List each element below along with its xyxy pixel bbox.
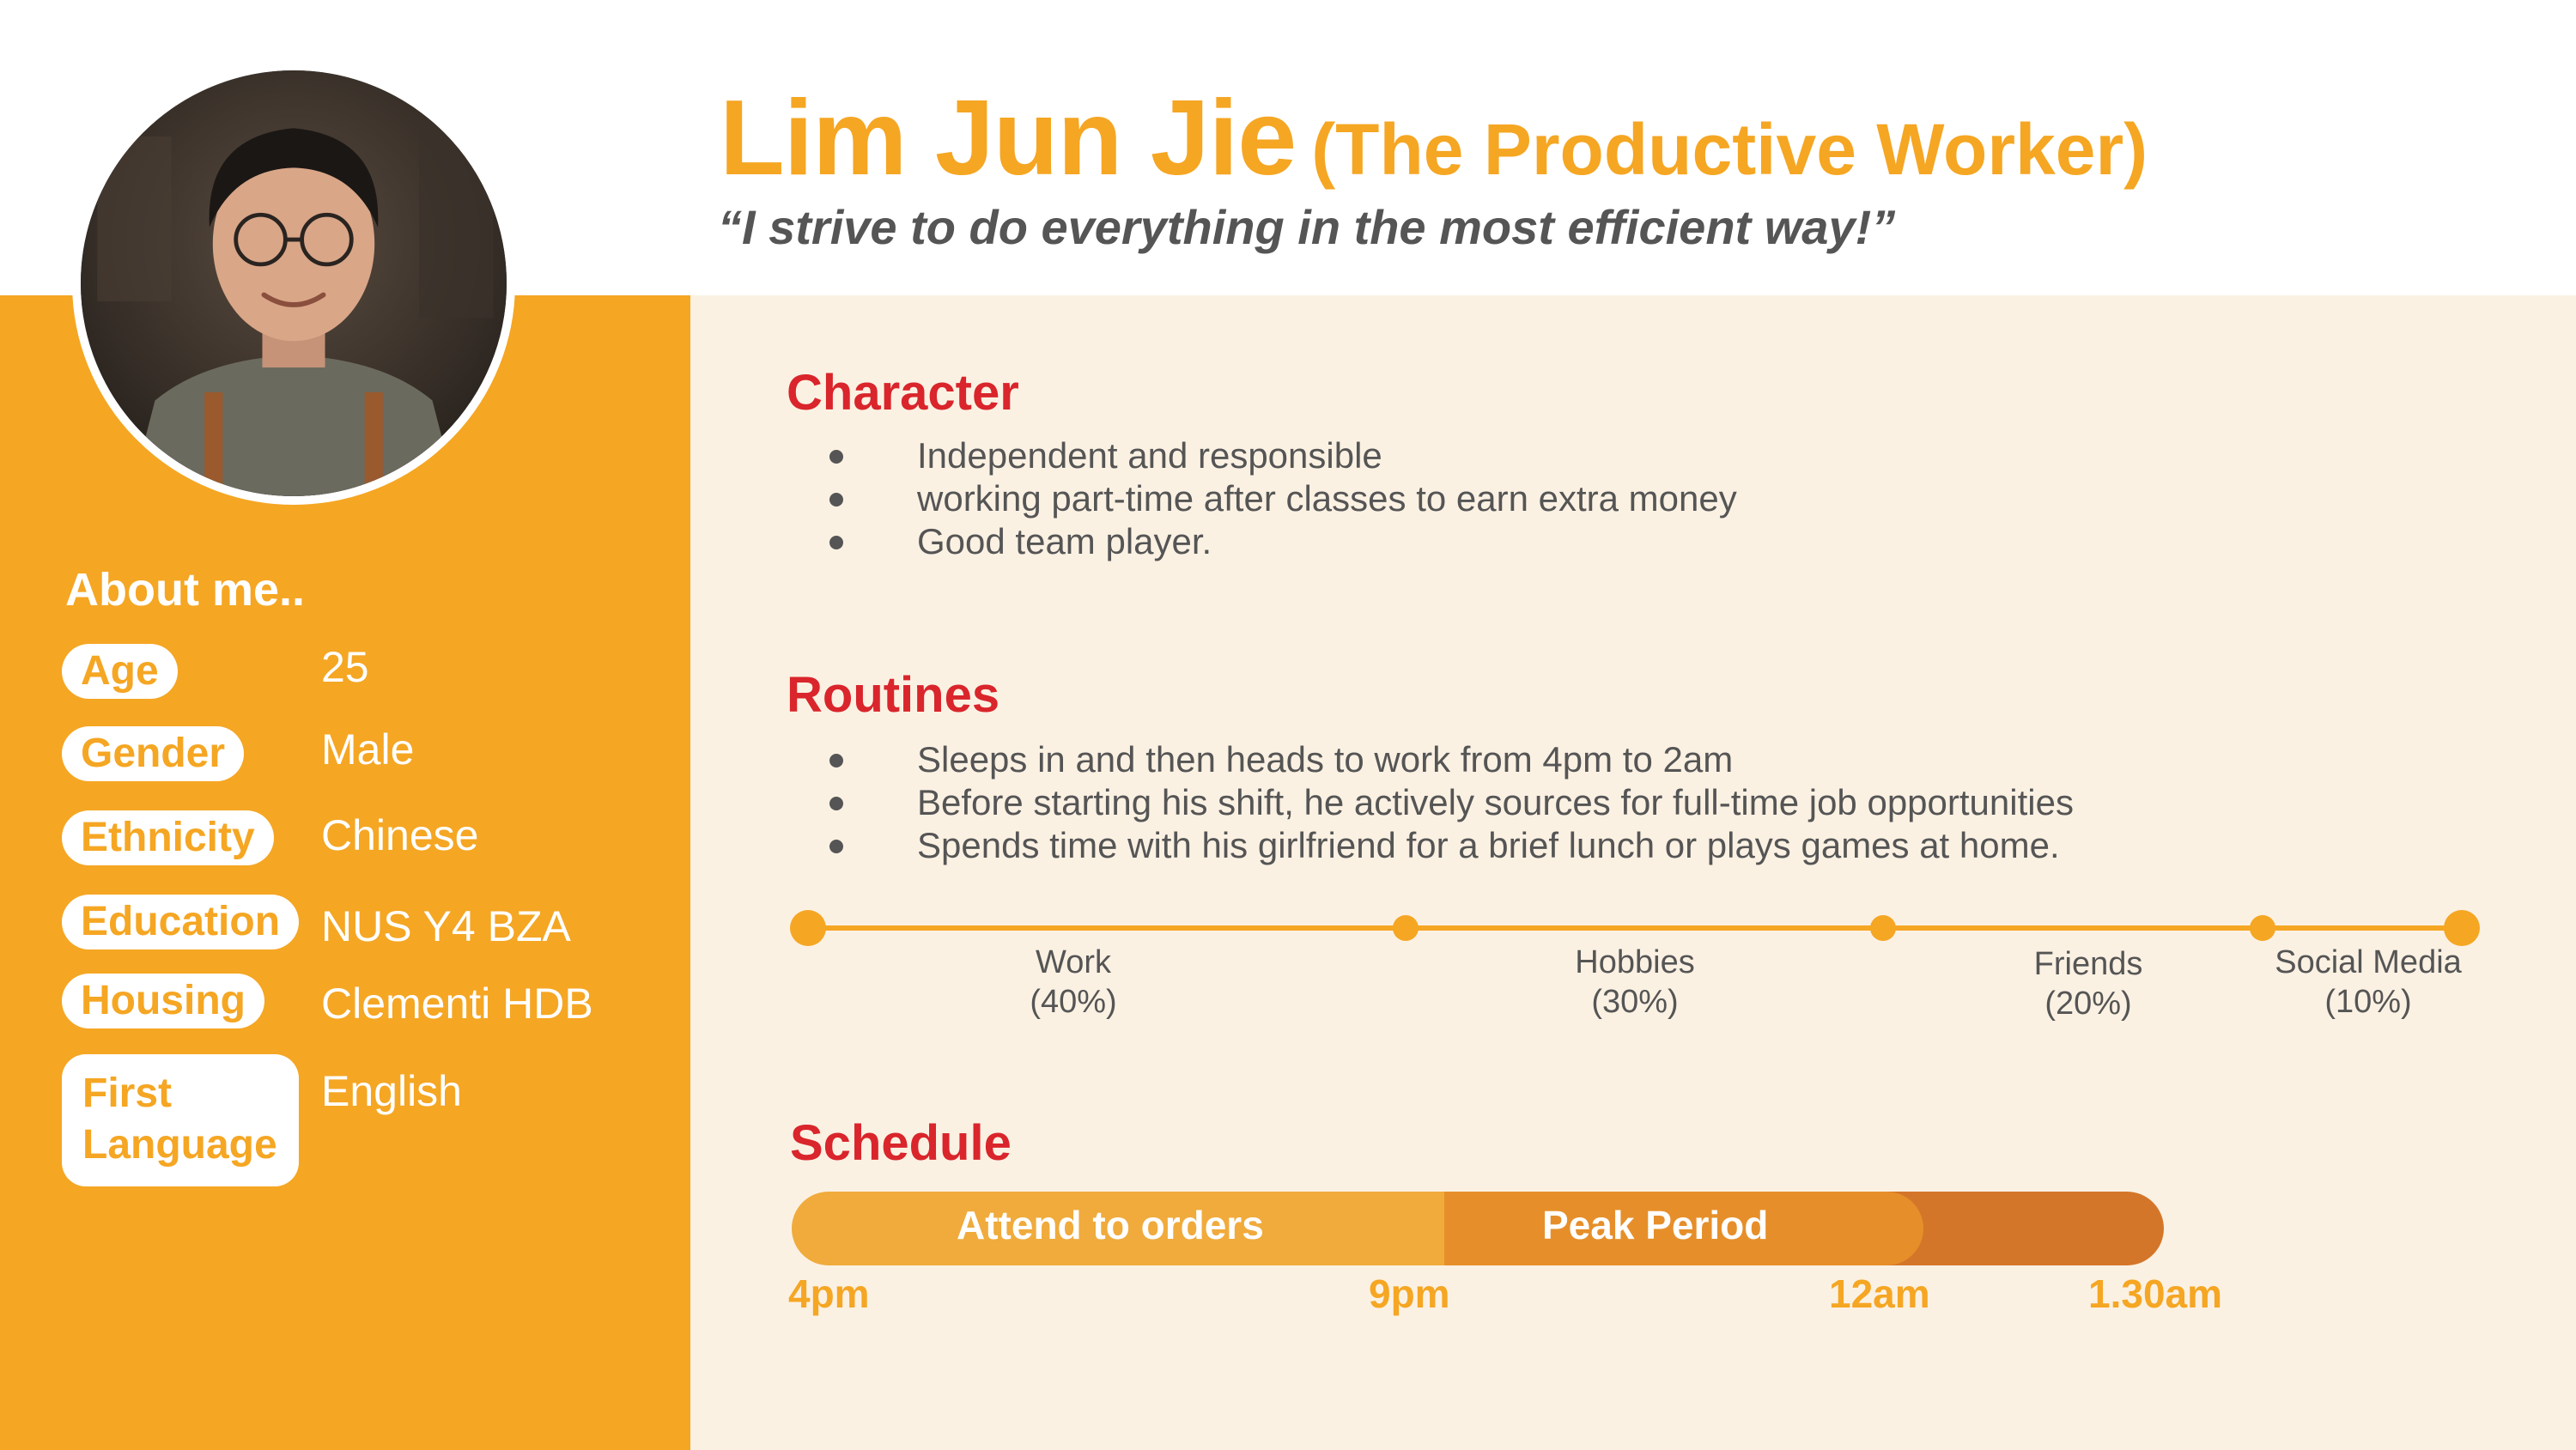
- persona-quote: “I strive to do everything in the most e…: [718, 200, 1896, 254]
- character-list: Independent and responsible working part…: [829, 434, 1737, 563]
- person-photo-icon: [81, 70, 507, 496]
- about-heading: About me..: [65, 564, 305, 616]
- education-tag: Education: [62, 895, 300, 949]
- routines-list: Sleeps in and then heads to work from 4p…: [829, 738, 2074, 867]
- timeline-node-end: [2444, 910, 2480, 946]
- first-language-value: English: [321, 1067, 462, 1115]
- list-item: Good team player.: [829, 520, 1737, 563]
- schedule-heading: Schedule: [790, 1115, 1012, 1171]
- bullet-dot-icon: [829, 797, 843, 810]
- schedule-label-peak: Peak Period: [1542, 1203, 1769, 1247]
- schedule-label-orders: Attend to orders: [957, 1203, 1264, 1247]
- gender-value: Male: [321, 725, 415, 774]
- schedule-time-start: 4pm: [788, 1271, 870, 1316]
- education-value: NUS Y4 BZA: [321, 902, 571, 950]
- page-title: Lim Jun Jie (The Productive Worker): [720, 77, 2148, 199]
- list-item: working part-time after classes to earn …: [829, 477, 1737, 520]
- bullet-dot-icon: [829, 754, 843, 767]
- list-item: Spends time with his girlfriend for a br…: [829, 824, 2074, 867]
- schedule-time: 9pm: [1369, 1271, 1450, 1316]
- housing-value: Clementi HDB: [321, 980, 593, 1028]
- timeline-label-social-media: Social Media (10%): [2275, 944, 2462, 1020]
- bullet-dot-icon: [829, 840, 843, 853]
- schedule-time: 12am: [1829, 1271, 1930, 1316]
- ethnicity-value: Chinese: [321, 811, 479, 859]
- gender-tag: Gender: [62, 726, 245, 781]
- list-item: Independent and responsible: [829, 434, 1737, 477]
- timeline-node: [2250, 915, 2275, 941]
- timeline-label-work: Work (40%): [1030, 944, 1117, 1020]
- routines-heading: Routines: [787, 667, 1000, 723]
- timeline-node: [1393, 915, 1419, 941]
- time-allocation-line: [807, 925, 2463, 931]
- ethnicity-tag: Ethnicity: [62, 810, 274, 865]
- housing-tag: Housing: [62, 974, 264, 1028]
- schedule-time-end: 1.30am: [2088, 1271, 2223, 1316]
- age-tag: Age: [62, 644, 178, 699]
- list-item: Before starting his shift, he actively s…: [829, 781, 2074, 824]
- character-heading: Character: [787, 365, 1019, 421]
- avatar: [72, 62, 515, 505]
- schedule-segment-orders: [792, 1192, 1444, 1265]
- timeline-node: [1870, 915, 1896, 941]
- bullet-dot-icon: [829, 536, 843, 549]
- schedule-segment-peak: [1374, 1192, 1923, 1265]
- persona-name: Lim Jun Jie: [720, 79, 1297, 197]
- timeline-label-hobbies: Hobbies (30%): [1575, 944, 1695, 1020]
- bullet-dot-icon: [829, 450, 843, 464]
- list-item: Sleeps in and then heads to work from 4p…: [829, 738, 2074, 781]
- first-language-tag: First Language: [62, 1054, 299, 1186]
- age-value: 25: [321, 643, 369, 691]
- timeline-node-start: [790, 910, 826, 946]
- timeline-label-friends: Friends (20%): [2033, 946, 2143, 1022]
- bullet-dot-icon: [829, 493, 843, 507]
- persona-role: (The Productive Worker): [1311, 109, 2148, 190]
